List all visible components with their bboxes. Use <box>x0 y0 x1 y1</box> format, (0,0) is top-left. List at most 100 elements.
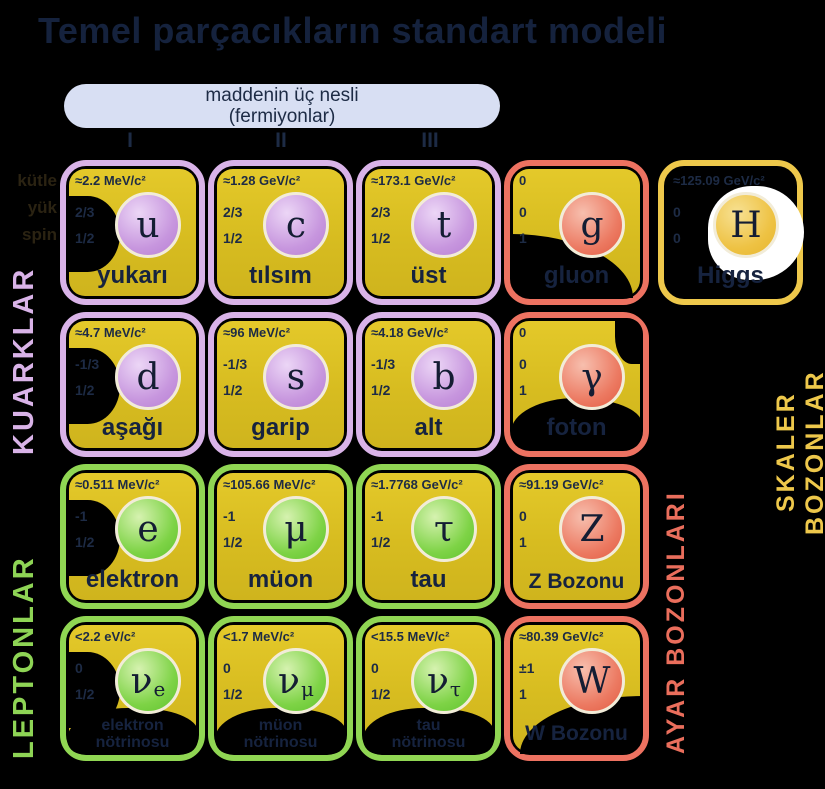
particle-symbol: t <box>436 204 452 246</box>
particle-charge: 0 <box>519 508 527 524</box>
card-notch <box>66 196 120 272</box>
particle-name: W Bozonu <box>525 722 628 745</box>
particle-name: garip <box>251 414 310 441</box>
charge-label: yük <box>27 198 57 217</box>
particle-symbol: μ <box>284 508 308 550</box>
particle-name-line2: nötrinosu <box>243 734 318 751</box>
particle-symbol-circle: μ <box>263 496 329 562</box>
particle-name-line2: nötrinosu <box>95 734 170 751</box>
particle-symbol: H <box>730 204 762 246</box>
card-notch <box>66 348 120 424</box>
particle-charge: 2/3 <box>75 204 95 220</box>
particle-mass: ≈2.2 MeV/c² <box>75 173 146 188</box>
particle-spin: 1 <box>519 686 527 702</box>
particle-symbol: d <box>136 356 160 398</box>
particle-charge: 0 <box>223 660 231 676</box>
particle-mass: ≈1.7768 GeV/c² <box>371 477 463 492</box>
particle-symbol: W <box>573 660 611 702</box>
particle-symbol-circle: e <box>115 496 181 562</box>
particle-symbol-circle: Z <box>559 496 625 562</box>
particle-spin: 1/2 <box>75 686 95 702</box>
particle-card-z-boson: ≈91.19 GeV/c² 0 1 Z Z Bozonu <box>504 464 649 609</box>
particle-spin: 1 <box>519 534 527 550</box>
particle-symbol-circle: d <box>115 344 181 410</box>
particle-name: tau nötrinosu <box>362 717 495 751</box>
particle-card-muon: ≈105.66 MeV/c² -1 1/2 μ müon <box>208 464 353 609</box>
particle-card-charm: ≈1.28 GeV/c² 2/3 1/2 c tılsım <box>208 160 353 305</box>
particle-card-photon: 0 0 1 γ foton <box>504 312 649 457</box>
card-cutout <box>363 708 494 754</box>
particle-symbol: g <box>580 204 604 246</box>
card-notch <box>615 318 643 364</box>
particle-mass: ≈105.66 MeV/c² <box>223 477 316 492</box>
particle-name: elektron <box>85 566 180 593</box>
particle-symbol: e <box>137 508 159 550</box>
particle-symbol-circle: t <box>411 192 477 258</box>
particle-card-down: ≈4.7 MeV/c² -1/3 1/2 d aşağı <box>60 312 205 457</box>
particle-symbol: c <box>285 204 307 246</box>
card-cutout <box>511 398 642 450</box>
particle-spin: 1/2 <box>371 230 391 246</box>
particle-spin: 1/2 <box>223 534 243 550</box>
particle-spin: 1/2 <box>75 230 95 246</box>
particle-name-line1: elektron <box>101 717 164 734</box>
spin-label: spin <box>22 225 57 244</box>
family-label-scalar-bosons: SKALER BOZONLAR <box>772 369 825 535</box>
particle-name: foton <box>546 414 607 441</box>
particle-card-tau: ≈1.7768 GeV/c² -1 1/2 τ tau <box>356 464 501 609</box>
card-cutout <box>67 708 198 754</box>
particle-charge: -1 <box>371 508 384 524</box>
card-notch <box>66 500 120 576</box>
particle-name: Z Bozonu <box>528 570 625 593</box>
particle-mass: ≈0.511 MeV/c² <box>75 477 160 492</box>
particle-symbol-circle: u <box>115 192 181 258</box>
generations-band-line2: (fermiyonlar) <box>228 106 336 127</box>
particle-name-line1: tau <box>416 717 441 734</box>
particle-mass: <2.2 eV/c² <box>75 629 136 644</box>
particle-mass: 0 <box>519 325 527 340</box>
particle-spin: 1/2 <box>75 534 95 550</box>
particle-mass: ≈96 MeV/c² <box>223 325 291 340</box>
particle-name: tau <box>410 566 447 593</box>
particle-symbol-circle: s <box>263 344 329 410</box>
generations-band: maddenin üç nesli (fermiyonlar) <box>64 84 500 128</box>
particle-name: Higgs <box>697 262 764 289</box>
particle-name: müon <box>247 566 314 593</box>
particle-symbol-circle: b <box>411 344 477 410</box>
particle-charge: -1/3 <box>371 356 396 372</box>
particle-name: gluon <box>543 262 610 289</box>
particle-name: üst <box>410 262 447 289</box>
particle-symbol: Z <box>579 508 605 550</box>
particle-charge: 2/3 <box>223 204 243 220</box>
card-cutout <box>215 708 346 754</box>
particle-card-bottom: ≈4.18 GeV/c² -1/3 1/2 b alt <box>356 312 501 457</box>
particle-mass: ≈4.7 MeV/c² <box>75 325 146 340</box>
particle-spin: 1/2 <box>223 686 243 702</box>
particle-charge: 0 <box>75 660 83 676</box>
particle-name-line1: müon <box>258 717 303 734</box>
mass-label: kütle <box>17 171 57 190</box>
particle-mass: ≈1.28 GeV/c² <box>223 173 301 188</box>
particle-charge: -1 <box>75 508 88 524</box>
particle-mass: <1.7 MeV/c² <box>223 629 295 644</box>
particle-spin: 1/2 <box>371 686 391 702</box>
generation-numeral-3: III <box>421 129 439 152</box>
particle-spin: 1/2 <box>223 382 243 398</box>
particle-charge: ±1 <box>519 660 535 676</box>
particle-name: tılsım <box>249 262 312 289</box>
generations-band-line1: maddenin üç nesli <box>205 85 359 106</box>
particle-charge: 0 <box>371 660 379 676</box>
particle-spin: 1/2 <box>223 230 243 246</box>
particle-charge: 2/3 <box>371 204 391 220</box>
generation-numeral-1: I <box>127 129 133 152</box>
particle-card-w-boson: ≈80.39 GeV/c² ±1 1 W W Bozonu <box>504 616 649 761</box>
particle-symbol: γ <box>581 356 603 398</box>
particle-symbol-circle: c <box>263 192 329 258</box>
particle-symbol: ν <box>427 660 449 702</box>
particle-mass: ≈4.18 GeV/c² <box>371 325 449 340</box>
